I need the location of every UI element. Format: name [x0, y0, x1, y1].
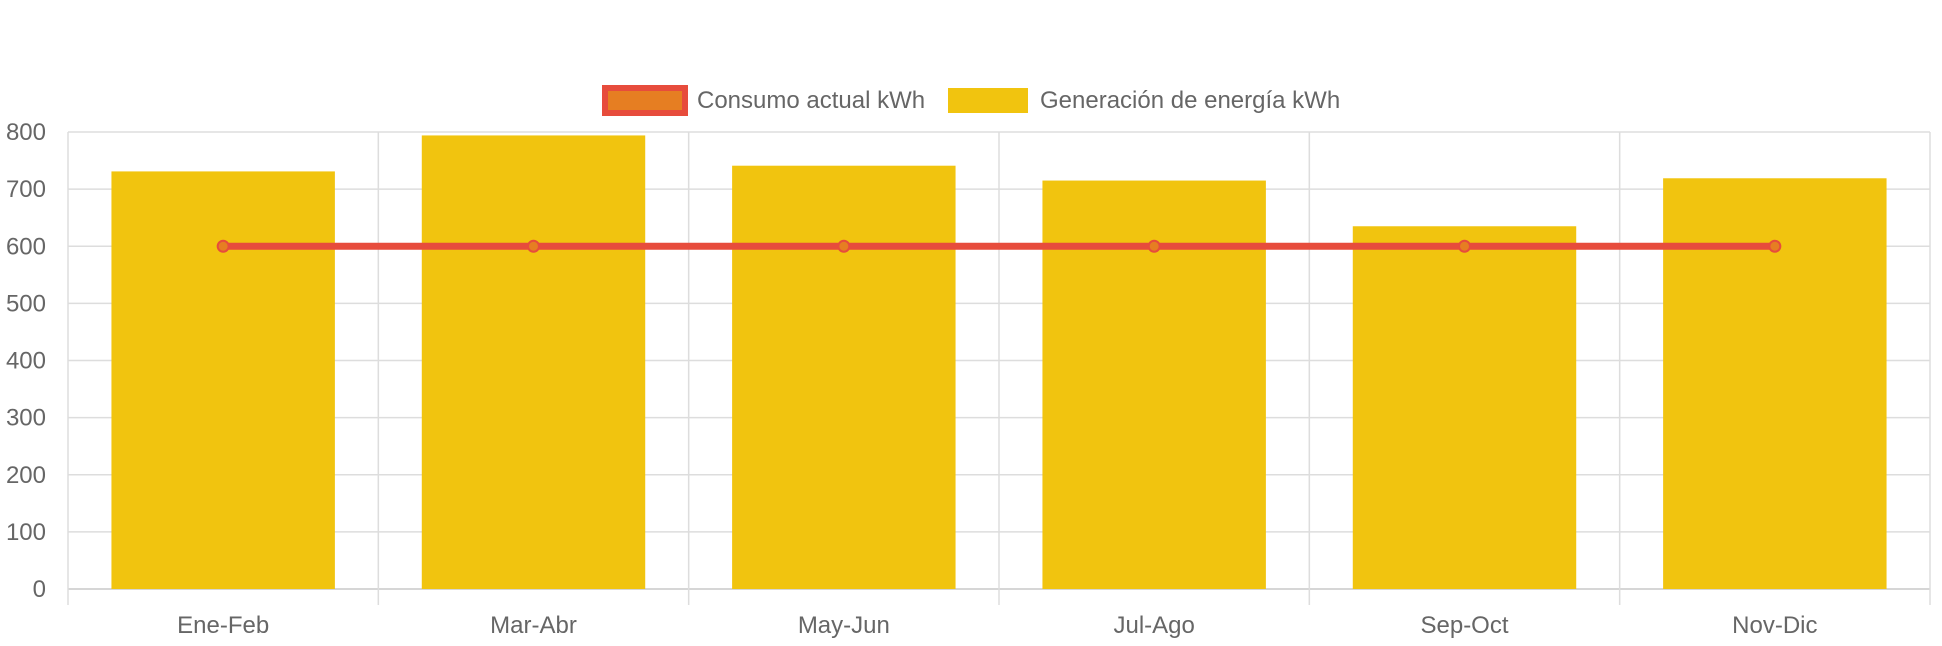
y-tick-label: 500 [6, 290, 46, 317]
bar-mar-abr[interactable] [421, 135, 646, 590]
x-tick-label: Nov-Dic [1732, 612, 1817, 639]
x-tick-label: Ene-Feb [177, 612, 269, 639]
y-tick-label: 0 [33, 576, 46, 603]
legend-swatch-consumo [602, 85, 688, 116]
legend-item-generacion[interactable]: Generación de energía kWh [948, 87, 1340, 114]
x-tick-label: May-Jun [798, 612, 890, 639]
y-tick-label: 300 [6, 405, 46, 432]
x-tick-label: Mar-Abr [490, 612, 577, 639]
legend-label-consumo: Consumo actual kWh [697, 87, 925, 114]
legend-swatch-generacion [948, 88, 1028, 113]
y-tick-label: 800 [6, 119, 46, 146]
line-point-sep-oct[interactable] [1458, 239, 1471, 253]
legend-label-generacion: Generación de energía kWh [1040, 87, 1340, 114]
line-point-may-jun[interactable] [837, 239, 851, 253]
y-tick-label: 400 [6, 348, 46, 375]
y-axis: 0 100 200 300 400 500 600 700 800 [6, 119, 46, 603]
line-point-ene-feb[interactable] [216, 239, 230, 253]
legend: Consumo actual kWh Generación de energía… [602, 85, 1340, 116]
x-tick-label: Jul-Ago [1113, 612, 1194, 639]
line-series [216, 239, 1782, 253]
grid [67, 131, 1931, 605]
legend-item-consumo[interactable]: Consumo actual kWh [602, 85, 925, 116]
y-tick-label: 200 [6, 462, 46, 489]
y-tick-label: 700 [6, 176, 46, 203]
x-tick-label: Sep-Oct [1420, 612, 1508, 639]
line-point-mar-abr[interactable] [527, 239, 540, 253]
y-tick-label: 100 [6, 519, 46, 546]
y-tick-label: 600 [6, 233, 46, 260]
line-point-nov-dic[interactable] [1768, 239, 1782, 253]
x-axis: Ene-Feb Mar-Abr May-Jun Jul-Ago Sep-Oct Nov-D… [177, 612, 1817, 639]
bar-may-jun[interactable] [732, 165, 956, 590]
bar-sep-oct[interactable] [1352, 226, 1577, 589]
bar-ene-feb[interactable] [111, 171, 335, 589]
line-point-jul-ago[interactable] [1147, 239, 1161, 253]
